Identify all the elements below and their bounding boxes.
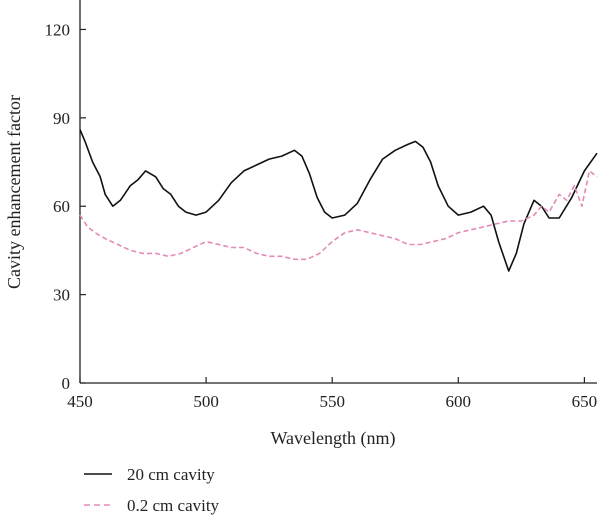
x-tick-label: 550: [319, 392, 345, 411]
series-line-02cm: [79, 170, 598, 261]
x-axis-label: Wavelength (nm): [270, 428, 395, 449]
y-tick-label: 120: [45, 20, 71, 39]
legend-label-20cm: 20 cm cavity: [127, 465, 215, 484]
y-tick-label: 30: [53, 286, 70, 305]
plot-frame: [79, 0, 597, 384]
x-tick-label: 450: [67, 392, 93, 411]
y-tick-label: 60: [53, 197, 70, 216]
y-tick-label: 0: [62, 374, 71, 393]
y-axis-label: Cavity enhancement factor: [4, 95, 24, 289]
x-tick-label: 600: [446, 392, 472, 411]
series-layer: [79, 129, 598, 272]
x-ticks: 450 500 550 600 650: [67, 377, 597, 411]
x-tick-label: 650: [572, 392, 598, 411]
x-tick-label: 500: [193, 392, 219, 411]
legend: 20 cm cavity 0.2 cm cavity: [84, 465, 220, 515]
series-line-20cm: [79, 129, 598, 272]
y-ticks: 0 30 60 90 120: [45, 20, 86, 393]
legend-label-02cm: 0.2 cm cavity: [127, 496, 220, 515]
y-tick-label: 90: [53, 109, 70, 128]
